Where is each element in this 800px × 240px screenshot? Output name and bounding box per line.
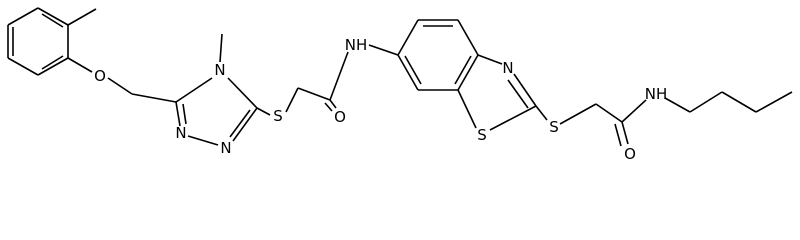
bond	[595, 103, 623, 123]
atom-label: S	[273, 107, 283, 125]
bond	[457, 89, 477, 129]
bond	[285, 87, 299, 113]
atom-label: N	[175, 124, 186, 142]
bond	[175, 77, 213, 103]
atom-label: N	[214, 61, 225, 79]
bond	[107, 77, 133, 95]
bond	[131, 93, 177, 103]
bond	[329, 99, 337, 109]
bond	[507, 79, 529, 109]
bond	[256, 107, 271, 116]
atom-label: O	[334, 108, 346, 126]
bond	[368, 44, 399, 56]
atom-label: N	[220, 139, 231, 157]
bond	[489, 105, 537, 131]
bond	[614, 123, 622, 147]
atom-labels: O N N N S O NH N S S O NH	[94, 36, 667, 163]
atom-label: O	[624, 145, 636, 163]
bond	[187, 135, 219, 146]
bond	[232, 107, 258, 142]
bond	[41, 13, 64, 28]
bond	[621, 121, 629, 145]
bond	[664, 97, 691, 113]
atom-label: NH	[345, 36, 368, 54]
structure: O N N N S O NH N S S O NH	[7, 7, 793, 163]
bond	[37, 57, 69, 76]
bond	[7, 57, 39, 76]
bond	[67, 57, 93, 73]
bond	[175, 101, 181, 127]
bond	[404, 55, 422, 85]
bond	[324, 102, 333, 112]
atom-label: N	[502, 59, 513, 77]
bond	[67, 8, 97, 26]
bond	[559, 103, 597, 125]
bond	[329, 51, 349, 101]
atom-label: S	[477, 126, 487, 144]
bond	[457, 54, 479, 91]
bond	[219, 33, 223, 63]
bond	[182, 103, 187, 125]
atom-label: S	[549, 118, 559, 136]
bond	[721, 91, 757, 113]
atom-label: O	[94, 67, 106, 85]
bond	[7, 7, 39, 26]
bond	[457, 19, 479, 56]
bond	[513, 73, 537, 107]
bond	[454, 55, 472, 85]
bond	[41, 55, 64, 70]
bond	[37, 7, 69, 26]
bond	[477, 54, 503, 65]
bond	[689, 91, 723, 113]
bond	[297, 87, 331, 101]
bond	[397, 19, 419, 56]
bond	[227, 77, 258, 109]
bond	[229, 109, 251, 138]
atom-label: NH	[645, 85, 668, 103]
bond	[755, 91, 793, 113]
bond	[535, 105, 548, 121]
bond	[397, 54, 419, 91]
bond	[621, 99, 647, 123]
bonds	[7, 7, 793, 147]
